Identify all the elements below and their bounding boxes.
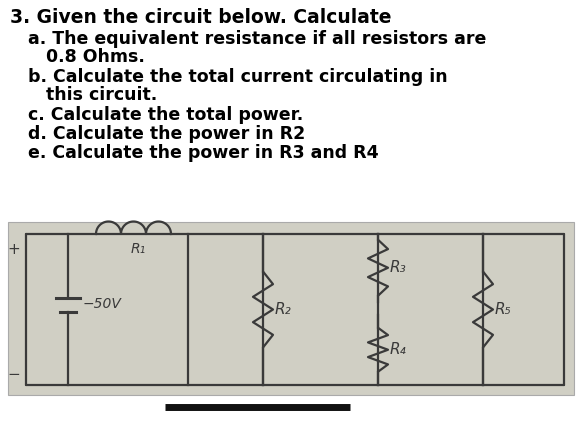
Text: −: −: [7, 367, 20, 382]
Text: R₂: R₂: [275, 302, 292, 317]
Text: this circuit.: this circuit.: [46, 86, 157, 104]
Text: c. Calculate the total power.: c. Calculate the total power.: [28, 106, 303, 124]
Text: a. The equivalent resistance if all resistors are: a. The equivalent resistance if all resi…: [28, 30, 486, 48]
Text: +: +: [7, 242, 20, 257]
Text: e. Calculate the power in R3 and R4: e. Calculate the power in R3 and R4: [28, 144, 378, 162]
Text: −50V: −50V: [83, 298, 122, 312]
Text: 0.8 Ohms.: 0.8 Ohms.: [46, 48, 145, 66]
Text: R₅: R₅: [495, 302, 512, 317]
Text: R₄: R₄: [390, 342, 407, 357]
Text: R₃: R₃: [390, 260, 407, 275]
Text: d. Calculate the power in R2: d. Calculate the power in R2: [28, 125, 305, 143]
Text: 3. Given the circuit below. Calculate: 3. Given the circuit below. Calculate: [10, 8, 392, 27]
Text: R₁: R₁: [131, 242, 146, 256]
Bar: [8, 222, 574, 395]
Text: b. Calculate the total current circulating in: b. Calculate the total current circulati…: [28, 68, 448, 86]
